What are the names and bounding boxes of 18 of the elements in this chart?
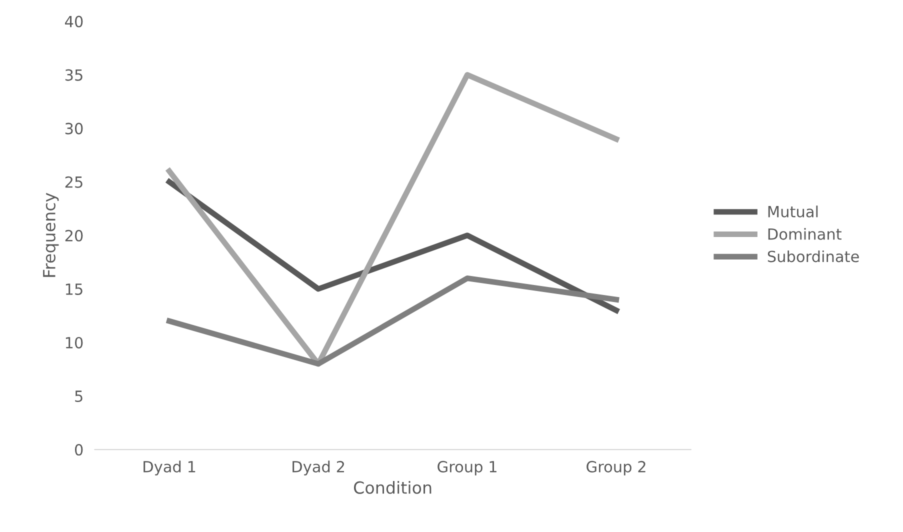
legend-label: Dominant [768, 228, 842, 240]
y-tick-label: 10 [66, 336, 83, 348]
x-tick-label: Group 1 [438, 460, 496, 476]
y-tick-label: 40 [65, 16, 83, 28]
x-tick-label: Group 2 [586, 460, 646, 476]
y-tick-label: 15 [66, 284, 82, 295]
legend-label: Subordinate [768, 250, 859, 262]
y-tick-label: 0 [74, 444, 83, 456]
y-tick-label: 5 [75, 390, 82, 402]
x-tick-label: Dyad 2 [292, 460, 344, 476]
y-tick-label: 30 [65, 122, 83, 134]
x-tick-label: Dyad 1 [144, 460, 196, 476]
y-tick-label: 20 [65, 230, 83, 242]
y-axis-title: Frequency [43, 192, 59, 277]
y-tick-label: 35 [65, 69, 82, 81]
x-axis-title: Condition [354, 480, 432, 494]
legend-label: Mutual [768, 206, 818, 218]
y-tick-label: 25 [65, 176, 82, 188]
